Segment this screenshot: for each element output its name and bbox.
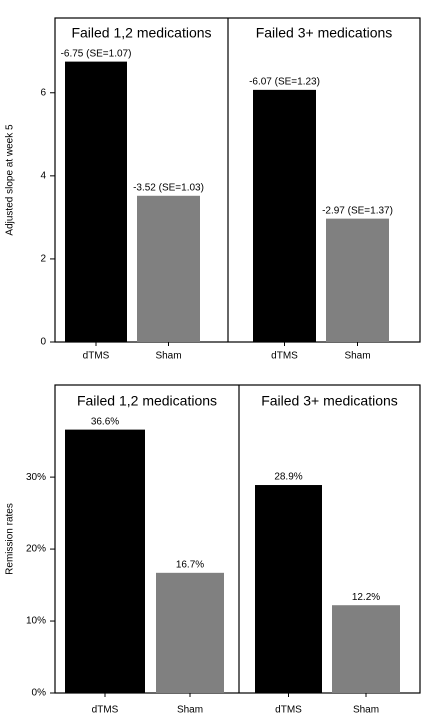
value-label: -6.75 (SE=1.07) [61, 48, 132, 59]
bar [137, 195, 200, 342]
plot-frame [54, 384, 421, 694]
x-tick-label: dTMS [92, 705, 119, 716]
x-tick-label: dTMS [275, 705, 302, 716]
bar [332, 605, 400, 693]
bar [253, 89, 316, 342]
value-label: -3.52 (SE=1.03) [133, 182, 204, 193]
value-label: 28.9% [274, 472, 302, 483]
y-tick-label: 30% [26, 472, 46, 483]
x-tick-label: Sham [177, 705, 203, 716]
bar [255, 485, 322, 693]
panel-title: Failed 3+ medications [261, 393, 398, 409]
x-tick-label: Sham [344, 351, 370, 362]
bar [326, 218, 389, 342]
value-label: -2.97 (SE=1.37) [322, 205, 393, 216]
y-tick-label: 0% [32, 688, 47, 699]
panel-title: Failed 1,2 medications [71, 25, 211, 41]
y-tick-label: 20% [26, 544, 46, 555]
x-tick-label: dTMS [83, 351, 110, 362]
x-tick-label: Sham [353, 705, 379, 716]
value-label: -6.07 (SE=1.23) [249, 77, 320, 88]
y-axis-label: Remission rates [5, 503, 16, 575]
x-tick-label: Sham [155, 351, 181, 362]
plot-frame [54, 17, 421, 343]
panel-title: Failed 3+ medications [256, 25, 393, 41]
panel-title: Failed 1,2 medications [77, 393, 217, 409]
y-tick-label: 2 [40, 254, 46, 265]
bar [156, 572, 224, 693]
x-tick-label: dTMS [271, 351, 298, 362]
y-tick-label: 10% [26, 616, 46, 627]
y-tick-label: 4 [40, 170, 46, 181]
y-tick-label: 0 [40, 337, 46, 348]
value-label: 12.2% [352, 592, 380, 603]
bar [65, 429, 145, 693]
y-axis-label: Adjusted slope at week 5 [5, 124, 16, 236]
value-label: 36.6% [91, 416, 119, 427]
y-tick-label: 6 [40, 87, 46, 98]
value-label: 16.7% [176, 559, 204, 570]
bar [65, 61, 127, 342]
